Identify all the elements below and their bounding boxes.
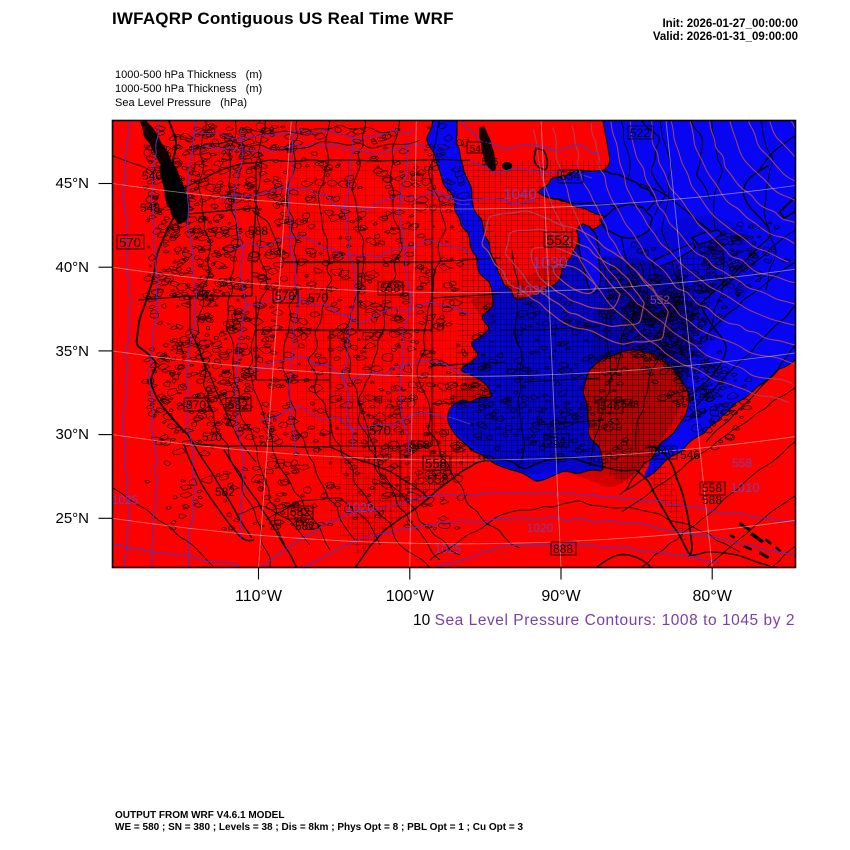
svg-text:582: 582 bbox=[290, 505, 310, 519]
svg-text:570: 570 bbox=[308, 291, 328, 305]
svg-text:534: 534 bbox=[546, 434, 566, 448]
svg-text:888: 888 bbox=[553, 542, 573, 556]
svg-text:558: 558 bbox=[380, 281, 400, 295]
svg-text:534: 534 bbox=[560, 169, 580, 183]
svg-text:546: 546 bbox=[482, 157, 499, 168]
svg-text:540: 540 bbox=[142, 169, 162, 183]
svg-text:1040: 1040 bbox=[503, 186, 536, 203]
svg-text:558: 558 bbox=[427, 472, 449, 487]
svg-text:552: 552 bbox=[546, 232, 570, 248]
svg-text:1025: 1025 bbox=[435, 542, 462, 556]
svg-text:558: 558 bbox=[702, 481, 722, 495]
svg-text:546: 546 bbox=[600, 399, 620, 413]
svg-text:1030: 1030 bbox=[532, 255, 568, 272]
svg-text:552: 552 bbox=[650, 293, 670, 307]
svg-text:548: 548 bbox=[140, 201, 160, 215]
svg-text:558: 558 bbox=[732, 456, 752, 470]
svg-text:582: 582 bbox=[295, 519, 315, 533]
svg-text:570: 570 bbox=[186, 398, 206, 412]
svg-text:546: 546 bbox=[680, 448, 700, 462]
svg-text:570: 570 bbox=[119, 235, 141, 250]
svg-text:582: 582 bbox=[228, 398, 248, 412]
svg-text:546: 546 bbox=[654, 445, 674, 459]
svg-text:546: 546 bbox=[470, 144, 487, 155]
svg-text:570: 570 bbox=[202, 430, 222, 444]
svg-text:588: 588 bbox=[702, 493, 722, 507]
svg-text:1036: 1036 bbox=[516, 282, 547, 298]
svg-text:582: 582 bbox=[215, 485, 235, 499]
svg-text:558: 558 bbox=[425, 456, 447, 471]
svg-text:558: 558 bbox=[410, 438, 430, 452]
svg-text:1020: 1020 bbox=[527, 521, 554, 535]
svg-text:1020: 1020 bbox=[346, 500, 375, 515]
svg-text:1010: 1010 bbox=[731, 480, 760, 495]
svg-text:1025: 1025 bbox=[112, 493, 139, 507]
svg-text:588: 588 bbox=[248, 224, 268, 238]
svg-text:522: 522 bbox=[630, 126, 650, 140]
svg-text:570: 570 bbox=[275, 289, 295, 303]
svg-text:570: 570 bbox=[369, 423, 391, 438]
svg-text:548: 548 bbox=[621, 399, 639, 411]
